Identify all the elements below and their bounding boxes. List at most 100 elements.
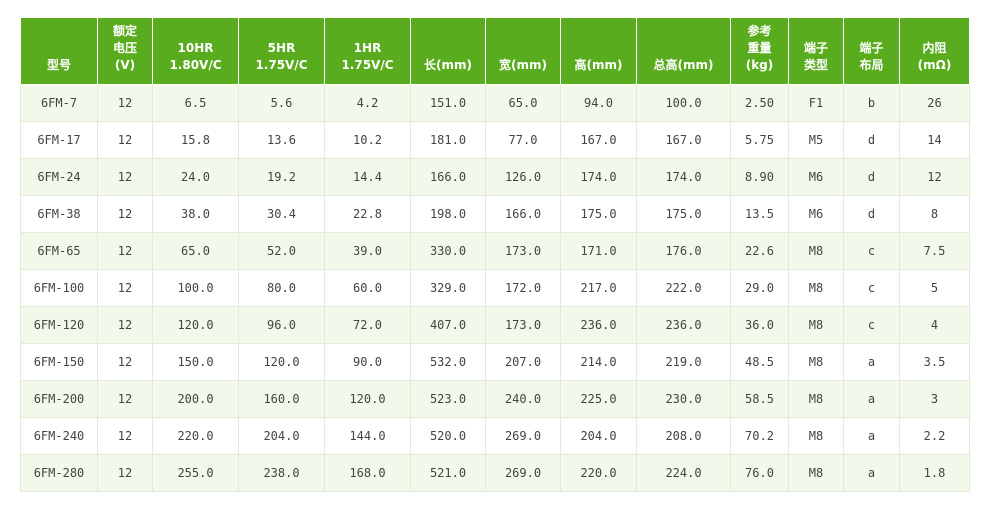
header-col-reference-weight: 参考重量 (kg) — [730, 17, 789, 85]
table-cell-model: 6FM-24 — [20, 158, 98, 196]
table-cell-terminal-layout: d — [843, 195, 900, 233]
table-cell-terminal-type: M8 — [788, 380, 844, 418]
table-cell-terminal-type: M8 — [788, 343, 844, 381]
table-cell-total-height: 224.0 — [636, 454, 731, 492]
table-cell-terminal-type: F1 — [788, 84, 844, 122]
table-cell-total-height: 219.0 — [636, 343, 731, 381]
table-cell-width: 240.0 — [485, 380, 561, 418]
table-cell-capacity-10hr: 150.0 — [152, 343, 239, 381]
table-cell-terminal-type: M5 — [788, 121, 844, 159]
table-cell-capacity-1hr: 72.0 — [324, 306, 411, 344]
table-body: 6FM-7 12 6.5 5.6 4.2 151.0 65.0 94.0 100.0 2.50 F1… — [20, 84, 970, 492]
table-row: 6FM-17 12 15.8 13.6 10.2 181.0 77.0 167.0 167.0 5… — [20, 121, 970, 159]
header-label-line: 5HR — [267, 41, 296, 55]
table-cell-capacity-1hr: 168.0 — [324, 454, 411, 492]
table-cell-height: 214.0 — [560, 343, 637, 381]
table-cell-capacity-5hr: 80.0 — [238, 269, 325, 307]
header-label-line: 长(mm) — [424, 58, 472, 72]
table-cell-internal-resistance: 8 — [899, 195, 970, 233]
table-cell-length: 151.0 — [410, 84, 486, 122]
table-cell-model: 6FM-100 — [20, 269, 98, 307]
table-cell-reference-weight: 2.50 — [730, 84, 789, 122]
table-cell-model: 6FM-17 — [20, 121, 98, 159]
table-cell-terminal-type: M8 — [788, 232, 844, 270]
table-cell-terminal-layout: b — [843, 84, 900, 122]
header-label-line: 参考 — [747, 24, 772, 38]
table-cell-capacity-5hr: 96.0 — [238, 306, 325, 344]
table-cell-total-height: 175.0 — [636, 195, 731, 233]
header-label-line: (kg) — [745, 58, 774, 72]
table-cell-capacity-1hr: 90.0 — [324, 343, 411, 381]
table-cell-width: 173.0 — [485, 306, 561, 344]
table-cell-internal-resistance: 7.5 — [899, 232, 970, 270]
table-cell-rated-voltage: 12 — [97, 306, 153, 344]
table-cell-internal-resistance: 4 — [899, 306, 970, 344]
table-cell-length: 523.0 — [410, 380, 486, 418]
table-cell-width: 269.0 — [485, 454, 561, 492]
table-cell-capacity-1hr: 22.8 — [324, 195, 411, 233]
table-cell-model: 6FM-65 — [20, 232, 98, 270]
table-cell-internal-resistance: 2.2 — [899, 417, 970, 455]
header-label-line: (mΩ) — [917, 58, 952, 72]
header-col-width: 宽(mm) — [485, 17, 561, 85]
table-cell-rated-voltage: 12 — [97, 195, 153, 233]
table-cell-height: 175.0 — [560, 195, 637, 233]
table-cell-capacity-5hr: 19.2 — [238, 158, 325, 196]
table-cell-capacity-1hr: 60.0 — [324, 269, 411, 307]
header-label-line: 额定 — [112, 24, 137, 38]
table-cell-capacity-5hr: 13.6 — [238, 121, 325, 159]
table-cell-internal-resistance: 12 — [899, 158, 970, 196]
table-row: 6FM-24 12 24.0 19.2 14.4 166.0 126.0 174.0 174.0… — [20, 158, 970, 196]
table-cell-length: 329.0 — [410, 269, 486, 307]
table-cell-model: 6FM-120 — [20, 306, 98, 344]
table-cell-width: 172.0 — [485, 269, 561, 307]
table-cell-capacity-10hr: 200.0 — [152, 380, 239, 418]
table-cell-capacity-10hr: 255.0 — [152, 454, 239, 492]
table-cell-length: 532.0 — [410, 343, 486, 381]
table-cell-length: 166.0 — [410, 158, 486, 196]
table-cell-capacity-5hr: 204.0 — [238, 417, 325, 455]
table-cell-width: 126.0 — [485, 158, 561, 196]
header-label-line: 重量 — [747, 41, 772, 55]
table-cell-capacity-10hr: 65.0 — [152, 232, 239, 270]
table-cell-terminal-layout: c — [843, 306, 900, 344]
table-cell-internal-resistance: 26 — [899, 84, 970, 122]
header-col-capacity-10hr: 10HR 1.80V/C — [152, 17, 239, 85]
table-cell-internal-resistance: 1.8 — [899, 454, 970, 492]
spec-table-container: 型号 额定 电压 (V) 10HR 1.80V/C 5HR 1.75V/C 1HR 1.75V/C… — [20, 17, 970, 492]
table-cell-rated-voltage: 12 — [97, 269, 153, 307]
table-cell-reference-weight: 58.5 — [730, 380, 789, 418]
table-cell-capacity-1hr: 4.2 — [324, 84, 411, 122]
table-cell-capacity-10hr: 38.0 — [152, 195, 239, 233]
table-cell-capacity-10hr: 120.0 — [152, 306, 239, 344]
table-row: 6FM-240 12 220.0 204.0 144.0 520.0 269.0 204.0 2… — [20, 417, 970, 455]
table-cell-rated-voltage: 12 — [97, 417, 153, 455]
table-row: 6FM-65 12 65.0 52.0 39.0 330.0 173.0 171.0 176.0… — [20, 232, 970, 270]
table-cell-capacity-1hr: 14.4 — [324, 158, 411, 196]
table-cell-length: 521.0 — [410, 454, 486, 492]
table-row: 6FM-38 12 38.0 30.4 22.8 198.0 166.0 175.0 175.0… — [20, 195, 970, 233]
header-label-line: 1.80V/C — [169, 58, 222, 72]
header-label-line: 总高(mm) — [653, 58, 714, 72]
table-cell-terminal-type: M8 — [788, 454, 844, 492]
table-cell-capacity-5hr: 30.4 — [238, 195, 325, 233]
table-cell-capacity-1hr: 144.0 — [324, 417, 411, 455]
table-cell-rated-voltage: 12 — [97, 454, 153, 492]
table-cell-reference-weight: 29.0 — [730, 269, 789, 307]
header-label-line: 1.75V/C — [255, 58, 308, 72]
table-cell-total-height: 176.0 — [636, 232, 731, 270]
header-col-rated-voltage: 额定 电压 (V) — [97, 17, 153, 85]
table-cell-reference-weight: 13.5 — [730, 195, 789, 233]
header-label-line: 10HR — [177, 41, 214, 55]
table-cell-length: 181.0 — [410, 121, 486, 159]
table-cell-total-height: 100.0 — [636, 84, 731, 122]
header-label-line: 1.75V/C — [341, 58, 394, 72]
table-cell-height: 171.0 — [560, 232, 637, 270]
header-col-internal-resistance: 内阻 (mΩ) — [899, 17, 970, 85]
header-col-height: 高(mm) — [560, 17, 637, 85]
table-cell-internal-resistance: 3 — [899, 380, 970, 418]
table-cell-capacity-5hr: 160.0 — [238, 380, 325, 418]
header-label-line: 布局 — [859, 58, 884, 72]
header-col-terminal-type: 端子 类型 — [788, 17, 844, 85]
table-cell-terminal-layout: d — [843, 158, 900, 196]
